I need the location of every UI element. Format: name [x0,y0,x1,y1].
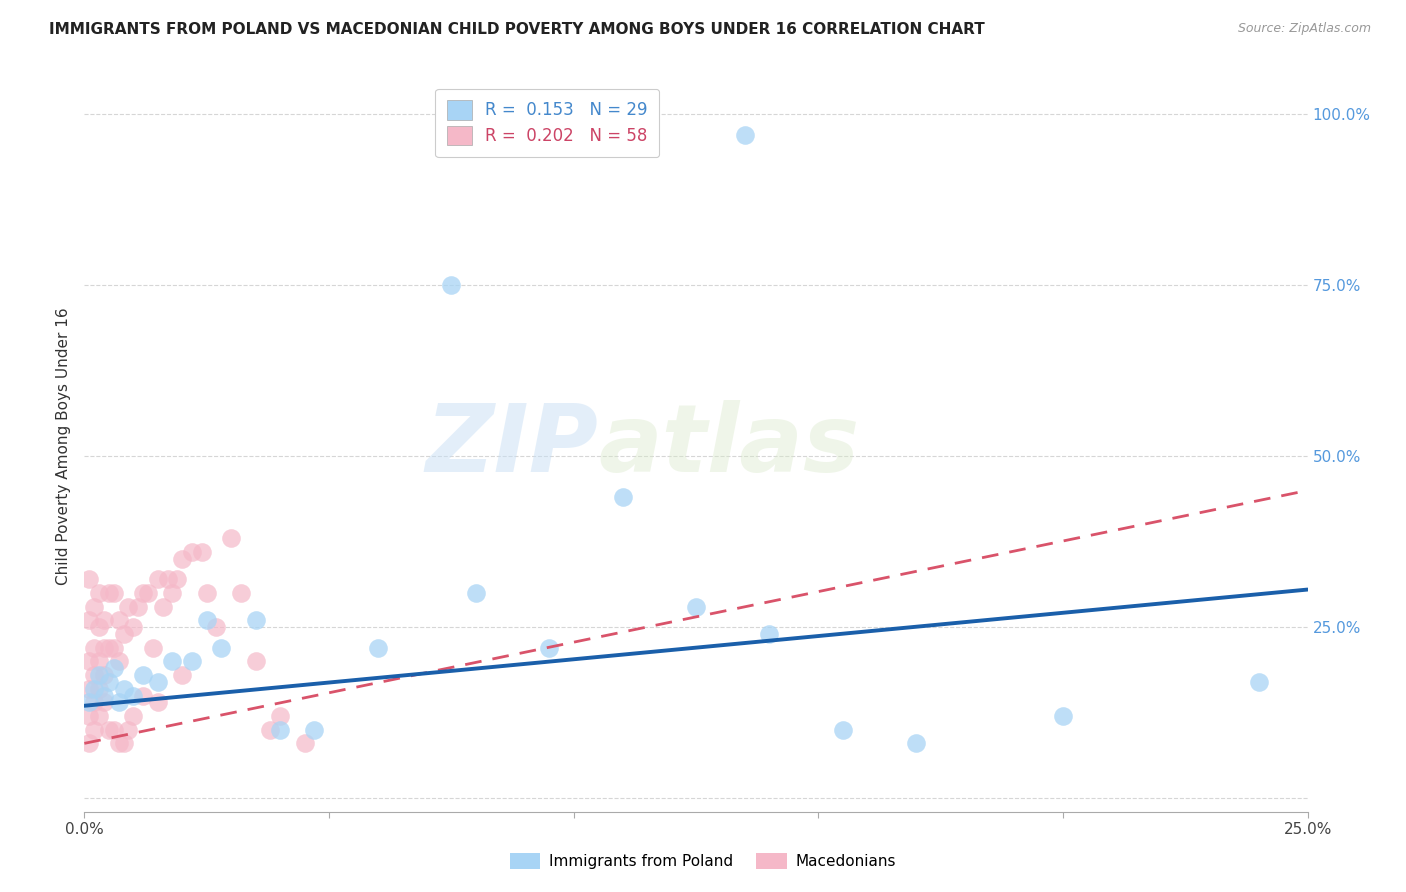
Point [172,551,194,566]
Point [83,599,105,614]
Point [612,490,634,504]
Point [83,640,105,655]
Point [103,640,125,655]
Point [152,599,174,614]
Point [112,736,135,750]
Point [685,599,707,614]
Point [127,599,149,614]
Point [146,695,169,709]
Point [132,689,155,703]
Point [136,586,159,600]
Point [734,128,756,142]
Text: ZIP: ZIP [425,400,598,492]
Text: IMMIGRANTS FROM POLAND VS MACEDONIAN CHILD POVERTY AMONG BOYS UNDER 16 CORRELATI: IMMIGRANTS FROM POLAND VS MACEDONIAN CHI… [49,22,986,37]
Point [464,586,486,600]
Point [77,613,100,627]
Point [77,709,100,723]
Point [367,640,389,655]
Point [77,736,100,750]
Point [1052,709,1074,723]
Point [103,586,125,600]
Point [205,620,228,634]
Point [132,668,155,682]
Point [97,674,120,689]
Text: atlas: atlas [598,400,859,492]
Point [87,654,110,668]
Point [304,723,326,737]
Point [83,681,105,696]
Point [132,586,155,600]
Point [93,613,115,627]
Point [142,640,165,655]
Point [538,640,561,655]
Y-axis label: Child Poverty Among Boys Under 16: Child Poverty Among Boys Under 16 [56,307,72,585]
Point [93,668,115,682]
Point [87,586,110,600]
Point [195,613,218,627]
Point [93,640,115,655]
Point [122,689,145,703]
Point [162,654,184,668]
Point [87,681,110,696]
Point [259,723,281,737]
Point [103,723,125,737]
Point [112,627,135,641]
Point [117,723,139,737]
Point [103,661,125,675]
Point [77,695,100,709]
Point [209,640,232,655]
Point [107,736,129,750]
Point [83,695,105,709]
Point [440,278,463,293]
Point [219,531,242,545]
Point [83,668,105,682]
Point [181,545,204,559]
Point [93,689,115,703]
Point [146,572,169,586]
Point [107,654,129,668]
Point [112,681,135,696]
Point [229,586,252,600]
Point [122,620,145,634]
Legend: Immigrants from Poland, Macedonians: Immigrants from Poland, Macedonians [503,847,903,875]
Point [1247,674,1270,689]
Point [191,545,214,559]
Point [122,709,145,723]
Point [245,613,267,627]
Text: Source: ZipAtlas.com: Source: ZipAtlas.com [1237,22,1371,36]
Point [195,586,218,600]
Point [77,572,100,586]
Point [245,654,267,668]
Point [87,668,110,682]
Point [97,586,120,600]
Point [117,599,139,614]
Point [83,723,105,737]
Point [87,620,110,634]
Legend: R =  0.153   N = 29, R =  0.202   N = 58: R = 0.153 N = 29, R = 0.202 N = 58 [436,88,659,157]
Point [269,709,291,723]
Point [156,572,179,586]
Point [162,586,184,600]
Point [831,723,853,737]
Point [107,613,129,627]
Point [77,654,100,668]
Point [181,654,204,668]
Point [146,674,169,689]
Point [905,736,928,750]
Point [758,627,780,641]
Point [87,709,110,723]
Point [97,723,120,737]
Point [166,572,188,586]
Point [172,668,194,682]
Point [77,681,100,696]
Point [269,723,291,737]
Point [97,640,120,655]
Point [107,695,129,709]
Point [93,695,115,709]
Point [294,736,316,750]
